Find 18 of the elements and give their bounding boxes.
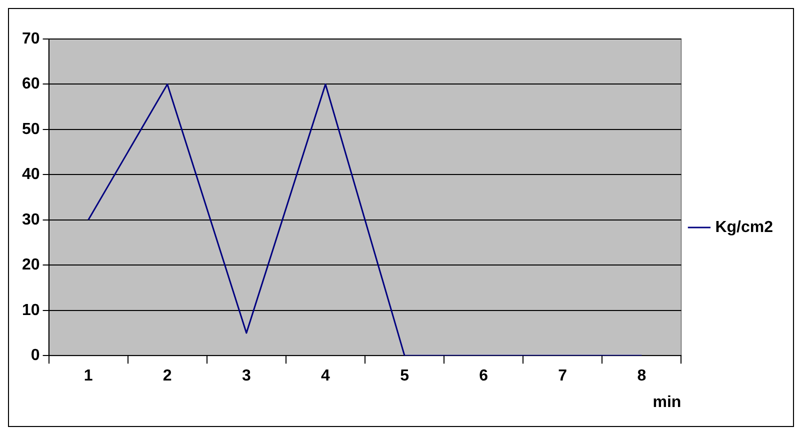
- y-tick-label: 50: [22, 120, 40, 138]
- y-tick-label: 70: [22, 30, 40, 48]
- x-tick-label: 2: [162, 368, 172, 385]
- y-tick-label: 40: [22, 166, 40, 184]
- x-tick-label: 5: [400, 368, 410, 385]
- y-tick-label: 10: [22, 302, 40, 319]
- x-axis-title: min: [652, 394, 682, 411]
- x-tick-label: 6: [479, 368, 488, 385]
- x-tick-label: 7: [558, 368, 568, 385]
- y-tick-label: 30: [22, 211, 40, 228]
- x-tick-label: 4: [321, 368, 330, 385]
- y-tick-label: 20: [22, 256, 40, 274]
- legend-label: Kg/cm2: [715, 218, 774, 236]
- y-tick-label: 0: [30, 347, 40, 364]
- x-tick-label: 8: [637, 368, 646, 385]
- x-tick-label: 1: [84, 368, 93, 385]
- x-tick-label: 3: [242, 368, 251, 385]
- y-tick-label: 60: [22, 76, 40, 93]
